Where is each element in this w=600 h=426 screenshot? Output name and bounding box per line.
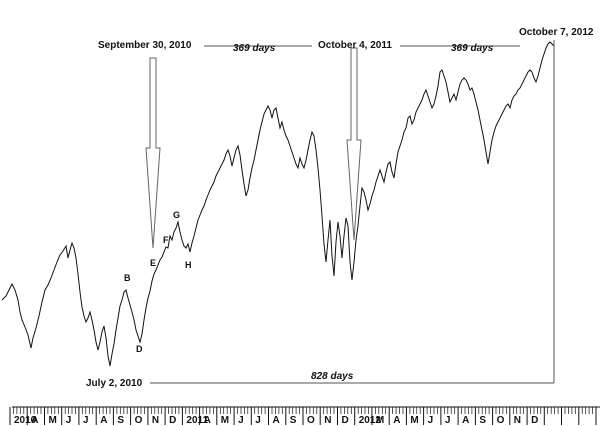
x-tick-label: 2010: [14, 415, 37, 426]
x-tick-label: A: [273, 415, 280, 426]
x-tick-label: S: [290, 415, 297, 426]
date-label-jul-2010: July 2, 2010: [86, 378, 143, 389]
x-tick-label: J: [66, 415, 72, 426]
wave-label-h: H: [185, 260, 192, 270]
date-label-oct-2011: October 4, 2011: [318, 40, 392, 51]
x-tick-label: J: [255, 415, 261, 426]
x-tick-label: J: [428, 415, 434, 426]
x-tick-label: 2012: [359, 415, 382, 426]
x-tick-label: 2011: [186, 415, 208, 426]
x-tick-label: M: [376, 415, 384, 426]
x-tick-label: N: [514, 415, 521, 426]
x-tick-label: A: [462, 415, 469, 426]
x-tick-label: S: [117, 415, 124, 426]
x-tick-label: M: [49, 415, 57, 426]
x-tick-label: N: [324, 415, 331, 426]
x-tick-label: O: [135, 415, 143, 426]
arrow-down-oct-2011: [346, 47, 362, 241]
x-tick-label: M: [410, 415, 418, 426]
x-tick-label: D: [531, 415, 538, 426]
x-tick-label: A: [100, 415, 107, 426]
x-tick-label: D: [342, 415, 349, 426]
span-label-369-days-2: 369 days: [451, 43, 494, 54]
x-tick-label: J: [445, 415, 451, 426]
arrow-down-sept-2010: [145, 57, 161, 249]
x-tick-label: O: [497, 415, 505, 426]
x-tick-label: A: [31, 415, 38, 426]
wave-label-e: E: [150, 258, 156, 268]
date-label-oct-2012: October 7, 2012: [519, 27, 594, 38]
wave-label-d: D: [136, 344, 143, 354]
wave-label-b: B: [124, 273, 131, 283]
span-label-828-days: 828 days: [311, 371, 354, 382]
span-label-369-days-1: 369 days: [233, 43, 276, 54]
x-tick-label: M: [221, 415, 229, 426]
x-tick-label: N: [152, 415, 159, 426]
x-tick-label: D: [169, 415, 176, 426]
x-tick-label: S: [479, 415, 486, 426]
wave-label-f: F: [163, 235, 169, 245]
x-tick-label: O: [307, 415, 315, 426]
wave-label-g: G: [173, 210, 180, 220]
x-tick-label: A: [393, 415, 400, 426]
x-tick-label: J: [83, 415, 89, 426]
x-axis-ticks: [9, 407, 597, 425]
x-tick-label: J: [238, 415, 244, 426]
x-tick-label: A: [204, 415, 211, 426]
date-label-sept-2010: September 30, 2010: [98, 40, 192, 51]
price-series-line: [1, 41, 555, 367]
